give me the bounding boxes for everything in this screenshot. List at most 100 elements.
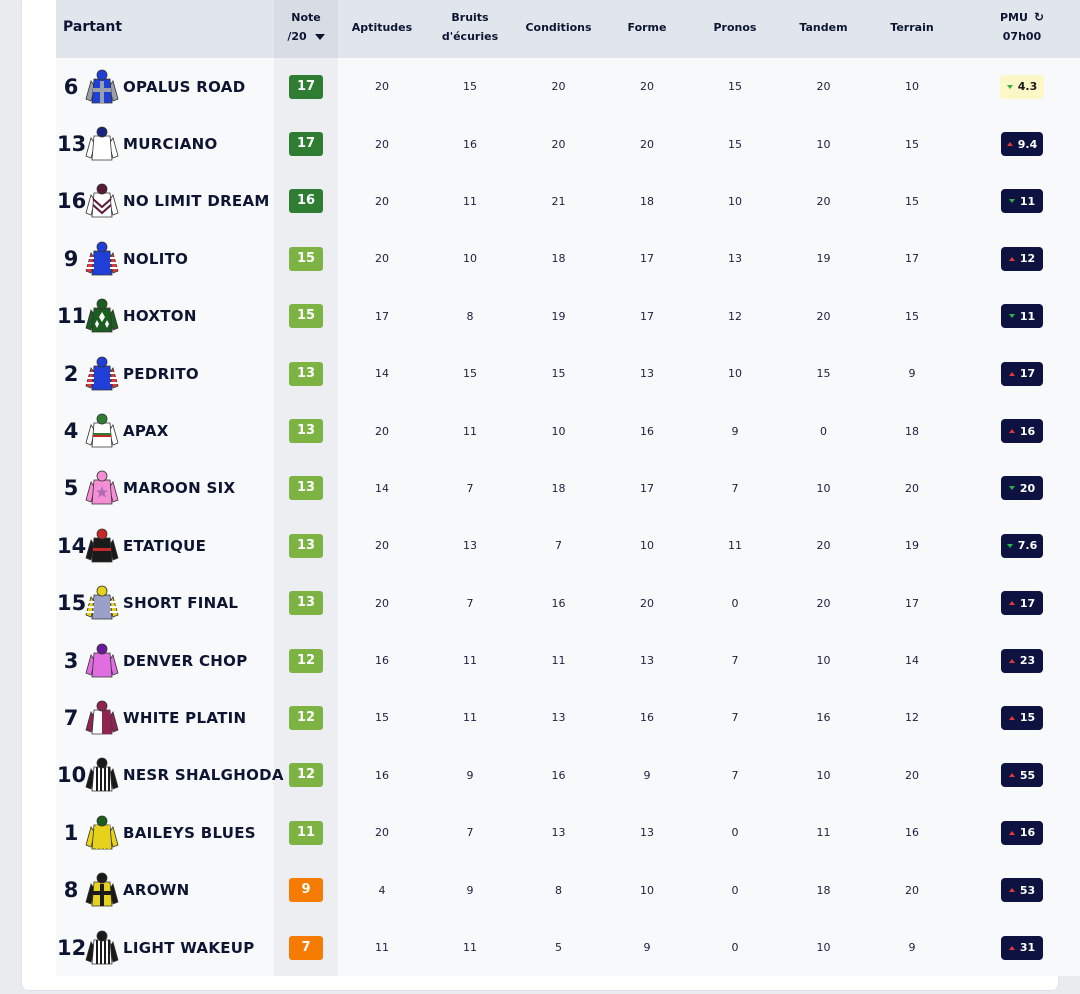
runner-number: 6 bbox=[63, 74, 79, 99]
table-row[interactable]: 16 NO LIMIT DREAM 16 20 11 21 18 10 20 15 11 bbox=[56, 172, 1080, 231]
odds-badge[interactable]: 11 bbox=[1001, 189, 1043, 214]
tandem-score: 10 bbox=[779, 459, 868, 518]
runner-name[interactable]: LIGHT WAKEUP bbox=[123, 938, 255, 957]
bruits-score: 15 bbox=[426, 58, 514, 116]
table-row[interactable]: 15 SHORT FINAL 13 20 7 16 20 0 20 17 17 bbox=[56, 574, 1080, 632]
runner-name[interactable]: PEDRITO bbox=[123, 364, 199, 383]
runner-info: 4 APAX bbox=[56, 403, 274, 460]
bruits-score: 7 bbox=[426, 459, 514, 518]
runner-name[interactable]: ETATIQUE bbox=[123, 536, 207, 555]
table-row[interactable]: 6 OPALUS ROAD 17 20 15 20 20 15 20 10 4.3 bbox=[56, 58, 1080, 116]
jockey-silk-icon bbox=[85, 757, 119, 793]
refresh-icon[interactable]: ↻ bbox=[1033, 10, 1044, 24]
table-body: 6 OPALUS ROAD 17 20 15 20 20 15 20 10 4.3 13 MURCIAN… bbox=[56, 58, 1080, 977]
table-row[interactable]: 4 APAX 13 20 11 10 16 9 0 18 16 bbox=[56, 402, 1080, 460]
header-conditions[interactable]: Conditions bbox=[514, 0, 603, 58]
runner-name[interactable]: NESR SHALGHODA bbox=[123, 766, 284, 785]
odds-badge[interactable]: 17 bbox=[1001, 361, 1043, 386]
table-row[interactable]: 8 AROWN 9 4 9 8 10 0 18 20 53 bbox=[56, 861, 1080, 919]
table-row[interactable]: 7 WHITE PLATIN 12 15 11 13 16 7 16 12 15 bbox=[56, 689, 1080, 747]
runner-number: 2 bbox=[63, 361, 79, 386]
odds-badge[interactable]: 12 bbox=[1001, 246, 1043, 271]
table-row[interactable]: 9 NOLITO 15 20 10 18 17 13 19 17 12 bbox=[56, 230, 1080, 288]
header-note[interactable]: Note/20 bbox=[274, 0, 338, 58]
odds-badge[interactable]: 15 bbox=[1001, 705, 1043, 730]
runner-info: 7 WHITE PLATIN bbox=[56, 689, 274, 746]
table-row[interactable]: 13 MURCIANO 17 20 16 20 20 15 10 15 9.4 bbox=[56, 115, 1080, 173]
conditions-score: 8 bbox=[514, 861, 603, 919]
pronos-score: 0 bbox=[691, 861, 779, 919]
terrain-score: 15 bbox=[868, 115, 956, 173]
table-row[interactable]: 5 MAROON SIX 13 14 7 18 17 7 10 20 20 bbox=[56, 459, 1080, 518]
header-aptitudes[interactable]: Aptitudes bbox=[338, 0, 426, 58]
header-partant[interactable]: Partant bbox=[56, 0, 274, 58]
header-pronos[interactable]: Pronos bbox=[691, 0, 779, 58]
trend-down-icon bbox=[1008, 314, 1015, 319]
odds-badge[interactable]: 4.3 bbox=[1000, 74, 1044, 99]
note-badge: 17 bbox=[289, 74, 323, 99]
sort-down-icon[interactable] bbox=[314, 34, 325, 40]
trend-up-icon bbox=[1008, 658, 1015, 663]
runner-name[interactable]: AROWN bbox=[123, 881, 190, 900]
runner-name[interactable]: DENVER CHOP bbox=[123, 651, 248, 670]
trend-up-icon bbox=[1008, 256, 1015, 261]
jockey-silk-icon bbox=[85, 298, 119, 334]
table-row[interactable]: 11 HOXTON 15 17 8 19 17 12 20 15 11 bbox=[56, 287, 1080, 345]
note-badge: 16 bbox=[289, 189, 323, 214]
runner-name[interactable]: SHORT FINAL bbox=[123, 594, 239, 613]
runner-number: 16 bbox=[57, 189, 87, 214]
runner-name[interactable]: BAILEYS BLUES bbox=[123, 823, 256, 842]
pronos-score: 12 bbox=[691, 287, 779, 345]
runner-name[interactable]: NO LIMIT DREAM bbox=[123, 192, 270, 211]
tandem-score: 20 bbox=[779, 287, 868, 345]
conditions-score: 16 bbox=[514, 746, 603, 805]
jockey-silk-icon bbox=[85, 183, 119, 219]
odds-badge[interactable]: 9.4 bbox=[1001, 132, 1043, 157]
table-row[interactable]: 3 DENVER CHOP 12 16 11 11 13 7 10 14 23 bbox=[56, 631, 1080, 690]
odds-badge[interactable]: 53 bbox=[1001, 878, 1043, 903]
odds-badge[interactable]: 16 bbox=[1001, 419, 1043, 444]
table-row[interactable]: 12 LIGHT WAKEUP 7 11 11 5 9 0 10 9 31 bbox=[56, 918, 1080, 977]
table-row[interactable]: 14 ETATIQUE 13 20 13 7 10 11 20 19 7.6 bbox=[56, 517, 1080, 575]
header-tandem[interactable]: Tandem bbox=[779, 0, 868, 58]
header-bruits[interactable]: Bruits d'écuries bbox=[426, 0, 514, 58]
terrain-score: 17 bbox=[868, 574, 956, 632]
runner-name[interactable]: WHITE PLATIN bbox=[123, 708, 247, 727]
odds-badge[interactable]: 17 bbox=[1001, 591, 1043, 616]
forme-score: 10 bbox=[603, 517, 691, 575]
odds-value: 53 bbox=[1019, 883, 1036, 897]
header-terrain[interactable]: Terrain bbox=[868, 0, 956, 58]
terrain-score: 10 bbox=[868, 58, 956, 116]
odds-badge[interactable]: 7.6 bbox=[1001, 533, 1043, 558]
note-badge: 13 bbox=[289, 533, 323, 558]
odds-badge[interactable]: 11 bbox=[1001, 304, 1043, 329]
conditions-score: 7 bbox=[514, 517, 603, 575]
note-cell: 11 bbox=[274, 804, 338, 862]
table-row[interactable]: 1 BAILEYS BLUES 11 20 7 13 13 0 11 16 16 bbox=[56, 804, 1080, 862]
runner-number: 4 bbox=[63, 419, 79, 444]
terrain-score: 17 bbox=[868, 230, 956, 288]
runner-number: 11 bbox=[57, 304, 87, 329]
runner-name[interactable]: MAROON SIX bbox=[123, 479, 236, 498]
jockey-silk-icon bbox=[85, 930, 119, 966]
runner-name[interactable]: APAX bbox=[123, 422, 169, 441]
table-row[interactable]: 10 NESR SHALGHODA 12 16 9 16 9 7 10 20 55 bbox=[56, 746, 1080, 805]
header-forme[interactable]: Forme bbox=[603, 0, 691, 58]
runner-name[interactable]: NOLITO bbox=[123, 249, 189, 268]
note-cell: 9 bbox=[274, 861, 338, 919]
note-cell: 15 bbox=[274, 230, 338, 288]
table-row[interactable]: 2 PEDRITO 13 14 15 15 13 10 15 9 17 bbox=[56, 344, 1080, 403]
note-cell: 16 bbox=[274, 172, 338, 231]
odds-value: 17 bbox=[1019, 367, 1036, 381]
runner-name[interactable]: OPALUS ROAD bbox=[123, 77, 246, 96]
odds-badge[interactable]: 20 bbox=[1001, 476, 1043, 501]
runner-number: 1 bbox=[63, 820, 79, 845]
header-pmu[interactable]: PMU ↻ 07h00 bbox=[956, 0, 1080, 58]
odds-badge[interactable]: 16 bbox=[1001, 820, 1043, 845]
odds-badge[interactable]: 55 bbox=[1001, 763, 1043, 788]
runner-name[interactable]: MURCIANO bbox=[123, 135, 218, 154]
odds-value: 20 bbox=[1019, 481, 1036, 495]
odds-badge[interactable]: 31 bbox=[1001, 935, 1043, 960]
odds-badge[interactable]: 23 bbox=[1001, 648, 1043, 673]
runner-name[interactable]: HOXTON bbox=[123, 307, 197, 326]
